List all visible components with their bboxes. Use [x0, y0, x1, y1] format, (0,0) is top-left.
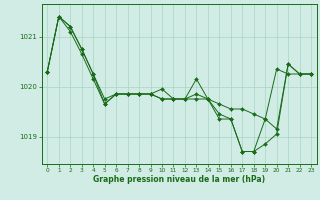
X-axis label: Graphe pression niveau de la mer (hPa): Graphe pression niveau de la mer (hPa)	[93, 175, 265, 184]
